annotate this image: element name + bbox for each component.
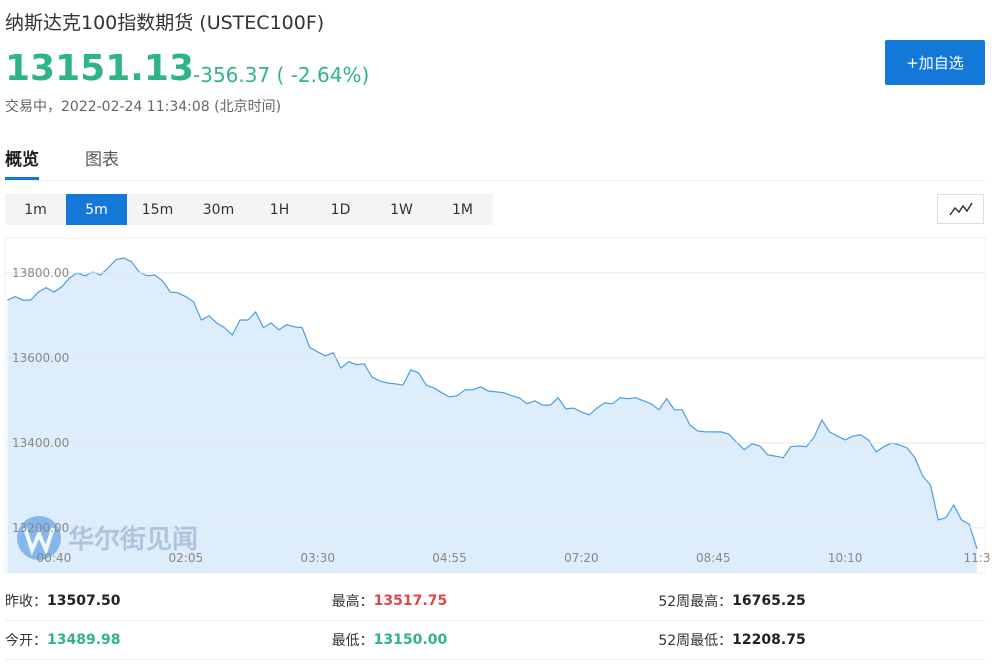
stat: 最高： 13517.75 [332,582,659,620]
y-tick-label: 13800.00 [12,266,69,280]
price: 13151.13 [5,48,195,89]
tab[interactable]: 图表 [85,150,119,170]
add-button[interactable]: +加自选 [885,40,985,85]
interval-button[interactable]: 1H [269,201,290,218]
watermark-logo-mark [23,527,55,556]
stat-row: 今开： 13489.98 最低： 13150.00 52周最低： 12208.75 [5,621,985,660]
x-tick-label: 02:05 [169,551,204,565]
chart: 华尔街见闻 13200.00 13400.00 13600.00 13800.00 00… [4,237,991,574]
tab[interactable]: 概览 [5,145,39,180]
stat-value: 13150.00 [373,632,448,648]
divider [5,180,985,181]
change: -356.37 ( -2.64%) [193,63,370,87]
title: 纳斯达克100指数期货 (USTEC100F) [5,12,325,34]
x-tick-label: 07:20 [564,551,599,565]
line [7,257,978,549]
y-tick-label: 13400.00 [12,436,69,450]
stat: 52周最高： 16765.25 [658,582,985,620]
stat-label: 最高： [331,594,374,610]
stat-value: 13489.98 [47,632,121,648]
stat: 52周最低： 12208.75 [658,621,985,659]
chart-type-button[interactable] [937,194,984,224]
x-tick-label: 04:55 [432,551,467,565]
interval-button[interactable]: 5m [66,194,127,225]
stat: 今开： 13489.98 [5,621,332,659]
stat-label: 今开： [5,633,47,649]
x-tick-label: 10:10 [828,551,863,565]
stat-label: 最低： [331,633,374,649]
area [7,258,977,573]
status: 交易中，2022-02-24 11:34:08 (北京时间) [5,99,282,115]
stat-row: 昨收： 13507.50 最高： 13517.75 52周最高： 16765.25 [5,582,985,621]
x-tick-label: 08:45 [696,551,731,565]
x-tick-label: 11:3 [964,551,991,565]
interval-button[interactable]: 30m [202,201,235,218]
stat: 昨收： 13507.50 [5,582,332,620]
interval-button[interactable]: 15m [141,201,174,218]
watermark: 华尔街见闻 [17,516,198,560]
stat-value: 16765.25 [732,593,806,609]
stat-label: 52周最高： [658,594,733,610]
stat-value: 13507.50 [47,593,121,609]
interval-bar: 1m 5m 15m 30m 1H 1D 1W 1M [5,194,493,225]
y-tick-label: 13600.00 [12,351,69,365]
x-tick-label: 03:30 [300,551,335,565]
stat-value: 13517.75 [373,593,448,609]
stat-value: 12208.75 [732,632,806,648]
interval-button[interactable]: 1M [452,201,473,218]
interval-button[interactable]: 1W [390,201,413,218]
y-tick-label: 13200.00 [12,521,69,535]
interval-button[interactable]: 1m [24,201,47,218]
stat: 最低： 13150.00 [332,621,659,659]
interval-button[interactable]: 1D [330,201,351,218]
chart-icon [949,202,973,216]
watermark-text: 华尔街见闻 [68,524,198,555]
stat-label: 52周最低： [658,633,733,649]
x-tick-label: 00:40 [37,551,72,565]
stat-label: 昨收： [5,594,47,610]
